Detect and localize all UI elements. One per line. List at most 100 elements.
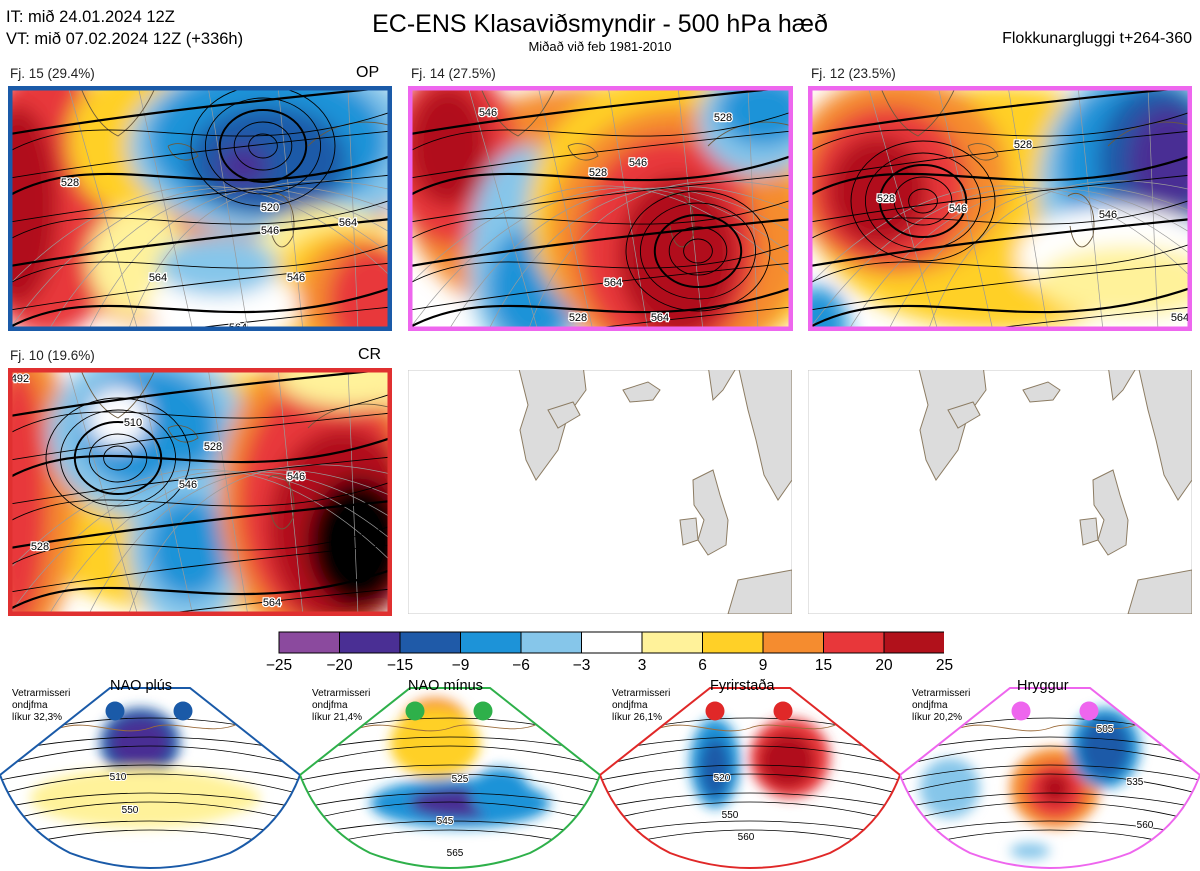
land-outline bbox=[708, 370, 736, 402]
height-contour bbox=[8, 154, 392, 198]
graticule-line bbox=[67, 86, 139, 331]
graticule-line bbox=[537, 86, 594, 331]
regime-contour bbox=[900, 801, 1200, 823]
graticule-line bbox=[1077, 86, 1104, 331]
coastline bbox=[567, 143, 599, 161]
regime-contour-label: 565 bbox=[447, 848, 464, 859]
regime-note: Vetrarmisseri ondjfma líkur 20,2% bbox=[912, 688, 970, 724]
colorbar-tick-label: −3 bbox=[572, 657, 591, 674]
height-contour bbox=[8, 198, 392, 241]
height-contour bbox=[808, 130, 1192, 179]
closed-contour bbox=[218, 109, 308, 183]
regime-contour bbox=[0, 801, 300, 823]
graticule-line bbox=[277, 86, 304, 331]
regime-marker bbox=[773, 701, 793, 721]
coastline bbox=[267, 193, 295, 248]
colorbar-tick-label: −25 bbox=[265, 657, 293, 674]
contour-label: 528 bbox=[61, 177, 79, 189]
closed-contour bbox=[204, 97, 322, 195]
regime-note: Vetrarmisseri ondjfma líkur 21,4% bbox=[312, 688, 370, 724]
closed-contour bbox=[683, 238, 713, 264]
regime-marker bbox=[1011, 701, 1031, 721]
note-line: líkur 32,3% bbox=[12, 712, 63, 723]
regime-title: Hryggur bbox=[1017, 678, 1069, 694]
coastline bbox=[879, 86, 957, 137]
land-outline bbox=[692, 469, 729, 556]
regime-marker bbox=[1079, 701, 1099, 721]
height-contour bbox=[8, 110, 392, 153]
graticule-line bbox=[487, 186, 793, 331]
height-contour bbox=[967, 306, 1192, 331]
closed-contour bbox=[190, 86, 336, 207]
closed-contour bbox=[639, 202, 757, 300]
regime-marker bbox=[705, 701, 725, 721]
coastline bbox=[707, 121, 793, 147]
colorbar-tick-label: 9 bbox=[758, 657, 768, 674]
anomaly-area bbox=[618, 176, 738, 331]
colorbar-tick-label: 20 bbox=[875, 657, 893, 674]
regime-coastline bbox=[659, 722, 841, 732]
contour-label: 546 bbox=[287, 471, 305, 483]
height-contour bbox=[8, 480, 392, 523]
land-outline bbox=[1092, 469, 1129, 556]
regime-contour bbox=[300, 745, 600, 767]
contour-label: 528 bbox=[204, 441, 222, 453]
regime-title: Fyrirstaða bbox=[710, 678, 775, 694]
regime-contour bbox=[600, 801, 900, 823]
height-contour bbox=[808, 110, 1192, 153]
coastline bbox=[167, 143, 199, 161]
closed-contour bbox=[88, 433, 148, 483]
note-line: ondjfma bbox=[12, 700, 48, 711]
header-run-info: IT: mið 24.01.2024 12Z VT: mið 07.02.202… bbox=[6, 6, 243, 50]
graticule-line bbox=[887, 186, 1192, 331]
note-line: ondjfma bbox=[612, 700, 648, 711]
height-contour bbox=[8, 242, 392, 285]
height-contour bbox=[808, 198, 1192, 241]
regime-contour-label: 545 bbox=[437, 816, 454, 827]
colorbar-swatch bbox=[399, 631, 461, 654]
colorbar-swatch bbox=[762, 631, 824, 654]
height-contour bbox=[8, 286, 392, 330]
regime-contour-label: 550 bbox=[122, 805, 139, 816]
graticule-line bbox=[467, 86, 539, 331]
height-contour bbox=[408, 198, 793, 241]
closed-contour bbox=[59, 409, 177, 507]
anomaly-area bbox=[828, 136, 928, 246]
regime-contour bbox=[900, 764, 1200, 781]
regime-anomaly bbox=[700, 738, 730, 798]
height-contour bbox=[408, 86, 793, 136]
initial-time: IT: mið 24.01.2024 12Z bbox=[6, 8, 175, 26]
height-contour bbox=[808, 242, 1192, 285]
regime-coastline bbox=[359, 722, 541, 732]
valid-time: VT: mið 07.02.2024 12Z (+336h) bbox=[6, 30, 244, 48]
regime-frame bbox=[900, 687, 1200, 869]
panel-3-caption: Fj. 12 (23.5%) bbox=[811, 66, 896, 81]
height-contour bbox=[8, 499, 392, 550]
land-outline bbox=[727, 569, 792, 614]
regime-contour bbox=[900, 820, 1200, 837]
panel-4-tag: CR bbox=[358, 346, 382, 363]
height-contour bbox=[167, 306, 392, 331]
panel-4-caption: Fj. 10 (19.6%) bbox=[10, 348, 95, 363]
colorbar-tick-label: 3 bbox=[637, 657, 647, 674]
land-outline bbox=[679, 517, 699, 546]
graticule-line bbox=[927, 180, 1192, 331]
regime-title: NAO plús bbox=[110, 678, 173, 694]
panel-1-caption: Fj. 15 (29.4%) bbox=[10, 66, 95, 81]
colorbar-swatch bbox=[823, 631, 885, 654]
height-contour bbox=[808, 174, 1192, 223]
contour-label: 528 bbox=[714, 112, 732, 124]
regime-marker bbox=[405, 701, 425, 721]
anomaly-area bbox=[8, 368, 48, 616]
colorbar-swatch bbox=[460, 631, 522, 654]
regime-contour-label: 535 bbox=[1127, 777, 1144, 788]
colorbar-swatch bbox=[702, 631, 764, 654]
height-contour bbox=[808, 217, 1192, 268]
colorbar-swatch bbox=[339, 631, 401, 654]
graticule-line bbox=[8, 469, 392, 572]
regime-anomaly bbox=[470, 768, 530, 818]
regime-contour bbox=[0, 792, 300, 809]
regime-contour bbox=[300, 764, 600, 781]
regime-contour bbox=[900, 792, 1200, 809]
contour-label: 528 bbox=[569, 312, 587, 324]
